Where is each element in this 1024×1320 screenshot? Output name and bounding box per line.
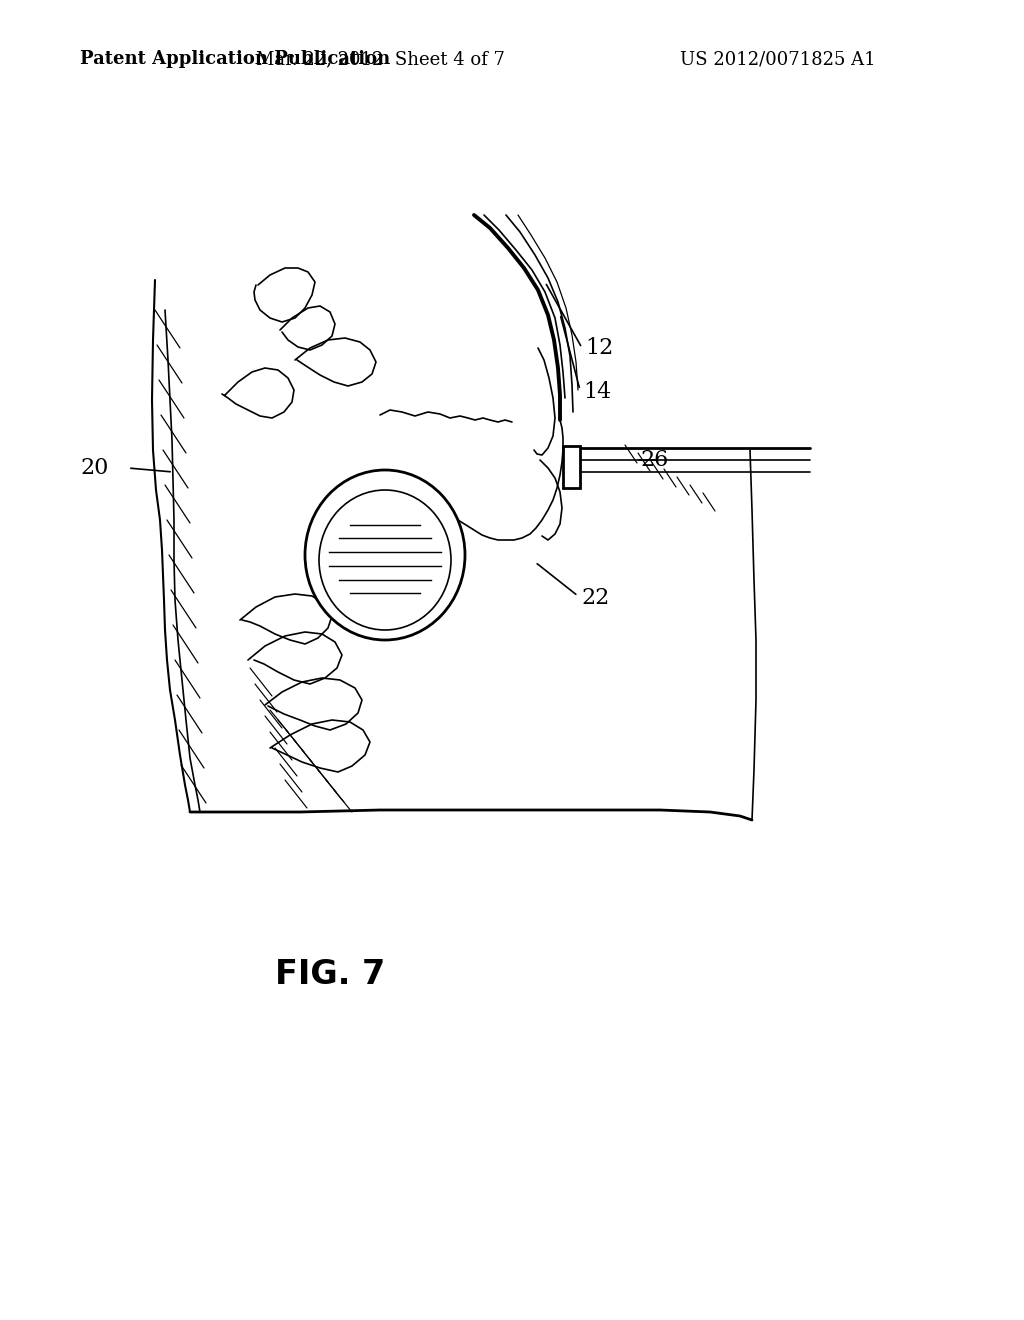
Text: Patent Application Publication: Patent Application Publication [80,50,390,69]
Text: US 2012/0071825 A1: US 2012/0071825 A1 [680,50,876,69]
Ellipse shape [305,470,465,640]
Text: 26: 26 [640,449,669,471]
Text: Mar. 22, 2012  Sheet 4 of 7: Mar. 22, 2012 Sheet 4 of 7 [256,50,505,69]
Bar [563,446,580,488]
Text: 12: 12 [585,337,613,359]
Ellipse shape [319,490,451,630]
Text: 14: 14 [583,381,611,403]
Text: 22: 22 [581,587,609,609]
Text: FIG. 7: FIG. 7 [274,958,385,991]
Text: 20: 20 [80,457,109,479]
